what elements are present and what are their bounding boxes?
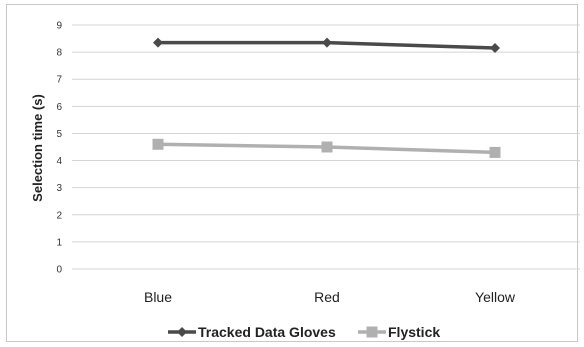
y-tick-label: 2	[56, 210, 62, 221]
data-point-marker	[489, 146, 501, 158]
x-category-labels: Blue Red Yellow	[144, 289, 516, 305]
y-tick-label: 8	[56, 48, 62, 59]
x-category-label: Yellow	[475, 289, 516, 305]
y-tick-label: 4	[56, 156, 62, 167]
legend-label: Tracked Data Gloves	[198, 324, 336, 340]
data-point-marker	[321, 141, 333, 153]
y-tick-label: 7	[56, 75, 62, 86]
data-point-marker	[322, 37, 332, 48]
y-tick-label: 1	[56, 237, 62, 248]
legend-marker	[177, 327, 187, 337]
legend-label: Flystick	[388, 324, 440, 340]
legend-marker	[366, 326, 378, 338]
x-category-label: Red	[314, 289, 340, 305]
legend: Tracked Data Gloves Flystick	[168, 324, 440, 340]
x-category-label: Blue	[144, 289, 172, 305]
y-tick-label: 0	[56, 265, 62, 276]
y-tick-label: 5	[56, 129, 62, 140]
data-point-marker	[152, 138, 164, 150]
y-tick-label: 3	[56, 183, 62, 194]
series-group	[152, 37, 501, 158]
y-tick-label: 6	[56, 102, 62, 113]
data-point-marker	[490, 43, 500, 54]
gridlines	[72, 24, 580, 270]
data-point-marker	[153, 37, 163, 48]
y-tick-labels: 0 1 2 3 4 5 6 7 8 9	[56, 21, 62, 276]
y-tick-label: 9	[56, 21, 62, 32]
y-axis-title: Selection time (s)	[30, 94, 45, 202]
chart-frame	[6, 4, 578, 342]
